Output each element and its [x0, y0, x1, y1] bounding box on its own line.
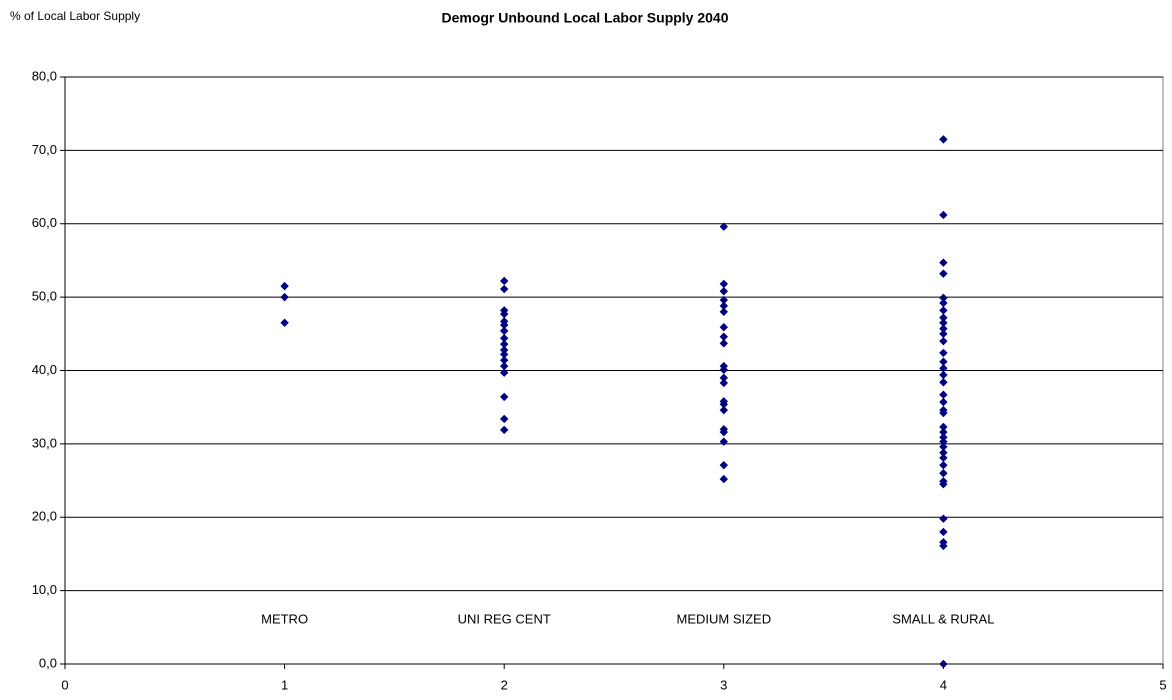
x-tick-label: 5 — [1159, 677, 1166, 692]
y-tick-label: 60,0 — [32, 215, 57, 230]
y-tick-label: 40,0 — [32, 362, 57, 377]
data-point — [939, 433, 948, 442]
data-point — [500, 350, 509, 359]
y-tick-label: 10,0 — [32, 582, 57, 597]
data-point — [719, 405, 728, 415]
data-point — [939, 469, 948, 478]
data-point — [939, 318, 948, 328]
data-point — [719, 474, 728, 484]
annotation: SMALL & RURAL — [892, 611, 994, 626]
data-point — [939, 541, 948, 551]
annotation: METRO — [261, 611, 308, 626]
data-point — [500, 320, 509, 330]
data-point — [500, 345, 509, 355]
data-point — [939, 514, 948, 523]
data-point — [280, 281, 289, 291]
data-point — [939, 480, 948, 489]
x-tick-label: 3 — [720, 677, 727, 692]
data-point — [939, 460, 948, 470]
data-point — [500, 414, 509, 424]
y-tick-label: 30,0 — [32, 435, 57, 450]
data-point — [500, 326, 509, 336]
data-point — [280, 318, 289, 328]
data-point — [939, 378, 948, 387]
data-point — [939, 329, 948, 339]
data-point — [939, 527, 948, 537]
chart-title: Demogr Unbound Local Labor Supply 2040 — [441, 10, 728, 26]
data-point — [500, 284, 509, 294]
y-tick-label: 20,0 — [32, 509, 57, 524]
data-point — [719, 332, 728, 341]
data-point — [500, 334, 509, 343]
data-point — [280, 292, 289, 302]
data-point — [939, 306, 948, 315]
data-point — [500, 339, 509, 349]
data-point — [939, 390, 948, 399]
data-point — [939, 397, 948, 407]
x-tick-label: 1 — [281, 677, 288, 692]
data-point — [719, 437, 728, 446]
data-point — [939, 370, 948, 380]
y-tick-label: 50,0 — [32, 289, 57, 304]
data-point — [939, 348, 948, 358]
data-point — [719, 400, 728, 409]
data-point — [719, 323, 728, 332]
data-point — [500, 276, 509, 286]
y-tick-label: 0,0 — [39, 655, 57, 670]
data-point — [939, 427, 948, 437]
x-tick-label: 4 — [940, 677, 947, 692]
data-point — [719, 279, 728, 289]
data-point — [939, 135, 948, 144]
data-point — [719, 427, 728, 437]
annotation: UNI REG CENT — [458, 611, 551, 626]
data-point — [719, 307, 728, 316]
data-point — [939, 408, 948, 418]
data-point — [719, 460, 728, 470]
x-tick-label: 2 — [501, 677, 508, 692]
data-point — [719, 287, 728, 296]
data-point — [939, 357, 948, 366]
data-point — [939, 258, 948, 267]
data-point — [500, 368, 509, 377]
data-point — [719, 373, 728, 383]
y-tick-label: 70,0 — [32, 142, 57, 157]
data-point — [939, 453, 948, 463]
data-point — [500, 425, 509, 435]
data-point — [939, 448, 948, 457]
annotation: MEDIUM SIZED — [676, 611, 771, 626]
data-point — [719, 295, 728, 305]
data-point — [500, 309, 509, 319]
data-point — [719, 222, 728, 231]
data-point — [719, 365, 728, 374]
data-point — [939, 336, 948, 346]
x-tick-label: 0 — [61, 677, 68, 692]
y-axis-label: % of Local Labor Supply — [10, 9, 140, 23]
y-tick-label: 80,0 — [32, 68, 57, 83]
data-point — [939, 210, 948, 220]
data-point — [939, 313, 948, 322]
data-point — [939, 364, 948, 373]
data-point — [939, 298, 948, 308]
data-point — [500, 392, 509, 402]
data-point — [939, 659, 948, 669]
data-point — [939, 437, 948, 446]
data-point — [939, 324, 948, 333]
data-point — [719, 301, 728, 311]
data-point — [500, 361, 509, 371]
data-point — [939, 442, 948, 452]
data-point — [939, 422, 948, 432]
data-point — [719, 339, 728, 348]
data-point — [500, 356, 509, 365]
data-point — [939, 269, 948, 278]
data-point — [719, 378, 728, 388]
data-point — [939, 293, 948, 303]
